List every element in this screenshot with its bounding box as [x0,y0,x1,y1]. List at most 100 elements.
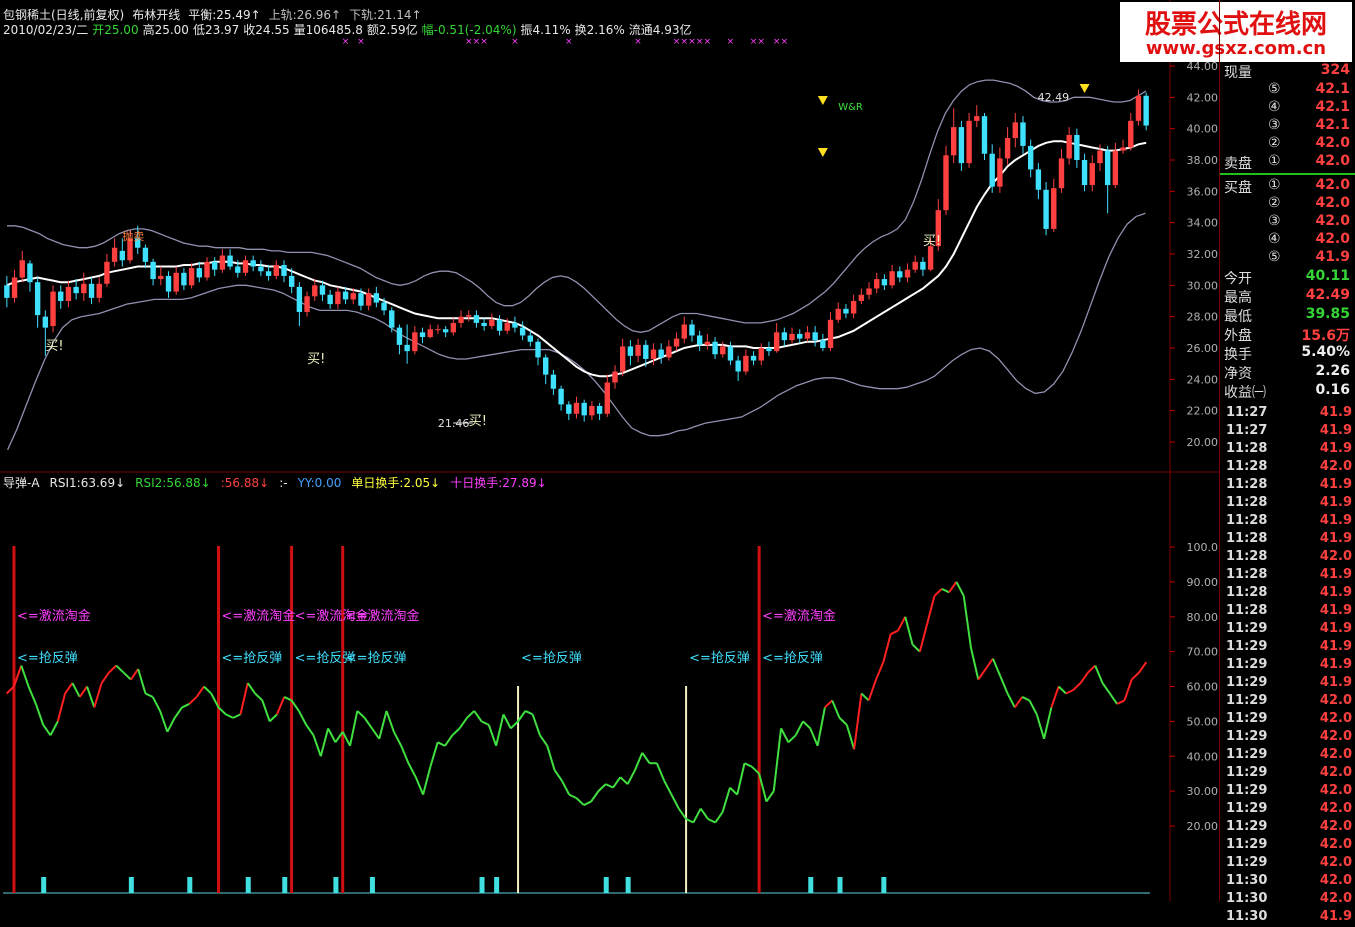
rsi-segment [1050,686,1060,708]
price-tick-label: 24.00 [1187,373,1219,386]
rsi-segment [729,786,738,796]
candle-body [342,291,349,300]
volume-tick [881,877,887,893]
candle-body [442,329,449,333]
candle-body [1051,188,1057,229]
header-item: 十日换手:27.89↓ [450,476,547,490]
candle-body [1074,134,1080,160]
price-tick-label: 34.00 [1187,217,1219,230]
sell-price: 42.1 [1315,117,1350,133]
candle-body [281,264,287,276]
tick-row: 11:29 42.0 [1220,783,1355,801]
rsi-segment [962,595,972,649]
rsi-segment [531,714,541,736]
rsi-segment [5,685,15,695]
candle-body [296,286,303,312]
tick-price: 41.9 [1319,657,1352,672]
candle-body [573,402,580,414]
candle-body [1066,134,1072,159]
candle-body [373,293,380,303]
rsi-segment [794,720,804,736]
wr-label: W&R [838,102,863,113]
candle-body [142,247,149,262]
stat-label: 最低 [1224,309,1252,325]
candle-body [365,293,372,306]
price-tick-label: 32.00 [1187,248,1219,261]
buy-price: 42.0 [1315,231,1350,247]
rsi-segment [487,724,498,747]
tick-price: 42.0 [1319,747,1352,762]
buy-signal-label: 买! [923,234,941,249]
candle-body [712,341,718,355]
candle-body [766,348,772,352]
tick-row: 11:30 42.0 [1220,891,1355,909]
rsi-segment [561,780,571,796]
rsi-segment [1057,685,1067,695]
candle-body [874,279,880,289]
rsi-segment [422,766,432,795]
rsi-segment [619,776,629,785]
signal-b-label: <=抢反弹 [521,650,582,666]
tick-row: 11:30 42.0 [1220,873,1355,891]
tick-time: 11:27 [1226,423,1268,438]
cross-marker: × [727,37,735,47]
volume-tick [41,877,47,893]
rsi-segment [151,696,161,712]
candle-body [735,360,741,372]
volume-tick [187,877,193,893]
stat-row: 最低 39.85 [1220,306,1355,325]
tick-time: 11:29 [1226,837,1268,852]
stock-chart[interactable]: 44.00 42.00 40.00 38.00 36.00 34.00 32.00 30.00… [0,0,1219,901]
price-axis: 44.00 42.00 40.00 38.00 36.00 34.00 32.00 30.00… [1170,60,1218,449]
tick-time: 11:28 [1226,459,1268,474]
candle-body [1081,160,1088,186]
stat-value: 0.16 [1315,382,1350,398]
tick-row: 11:28 42.0 [1220,549,1355,567]
rsi-tick-label: 60.00 [1187,681,1219,694]
price-tick-label: 38.00 [1187,154,1219,167]
rsi-segment [882,633,892,663]
tick-time: 11:29 [1226,783,1268,798]
candle-body [550,374,557,389]
candle-body [42,316,49,328]
tick-time: 11:28 [1226,477,1268,492]
signal-a-label: <=激流淘金 [762,608,836,624]
tick-row: 11:28 41.9 [1220,477,1355,495]
candle-body [658,349,664,358]
buy-row: ④ 42.0 [1220,231,1355,249]
rsi-segment [254,692,264,702]
buy-signal-label: 买! [307,352,325,367]
rsi-indicator: <=激流淘金 <=激流淘金 <=激流淘金<=激流淘金 <=激流淘金<=抢反弹 <=抢反弹… [5,546,1148,893]
tick-row: 11:29 41.9 [1220,657,1355,675]
rsi-segment [1123,679,1133,701]
header-item: 开25.00 [92,23,139,37]
rsi-segment [948,581,958,593]
rsi-tick-label: 80.00 [1187,611,1219,624]
tick-price: 42.0 [1319,693,1352,708]
price-tick-label: 36.00 [1187,185,1219,198]
header-item: 单日换手:2.05↓ [351,476,441,490]
tick-row: 11:29 42.0 [1220,819,1355,837]
buy-level: ⑤ [1268,249,1281,265]
rsi-segment [736,762,746,795]
rsi-segment [166,717,176,733]
rsi-segment [195,685,205,698]
signal-b-label: <=抢反弹 [346,650,407,666]
rsi-segment [1043,707,1053,740]
candle-body [242,260,249,273]
volume-tick [369,877,375,893]
rsi-segment [232,713,241,719]
candle-body [27,263,33,283]
candle-body [235,266,241,273]
candle-body [312,285,318,297]
rsi-segment [210,693,220,708]
candle-body [250,260,256,267]
tick-time: 11:29 [1226,801,1268,816]
header-item: 导弹-A [3,476,40,490]
rsi-segment [239,682,249,715]
tick-time: 11:29 [1226,693,1268,708]
tick-time: 11:28 [1226,585,1268,600]
tick-row: 11:29 42.0 [1220,837,1355,855]
buy-level: ① [1268,177,1281,193]
price-tick-label: 20.00 [1187,436,1219,449]
